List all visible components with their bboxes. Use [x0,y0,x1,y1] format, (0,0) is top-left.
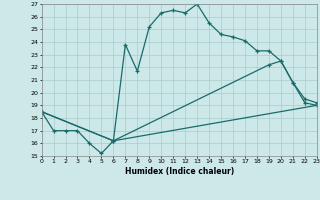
X-axis label: Humidex (Indice chaleur): Humidex (Indice chaleur) [124,167,234,176]
